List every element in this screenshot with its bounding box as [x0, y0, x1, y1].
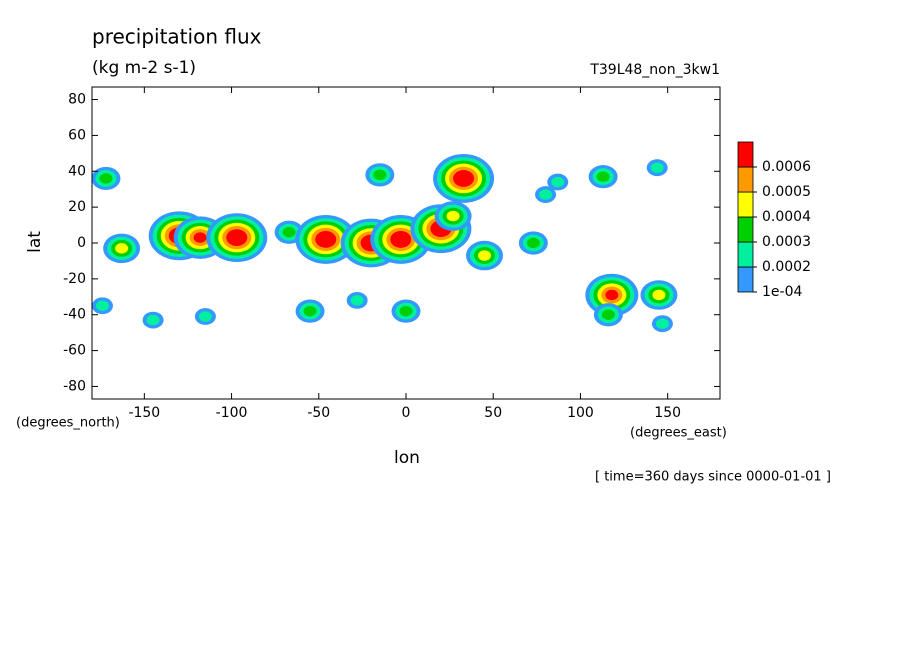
y-tick-label: 40 — [68, 163, 86, 179]
colorbar-swatch — [737, 241, 754, 268]
contour-blob — [535, 186, 557, 203]
colorbar-swatch — [737, 266, 754, 293]
contour-blob — [206, 213, 268, 263]
chart-subtitle: (kg m-2 s-1) — [92, 58, 196, 78]
y-tick-label: -80 — [63, 378, 86, 394]
colorbar-label: 0.0004 — [762, 209, 811, 225]
colorbar-swatch — [737, 166, 754, 193]
y-tick-label: 20 — [68, 199, 86, 215]
x-tick-label: -150 — [128, 405, 160, 421]
contour-blob — [274, 220, 304, 244]
contour-blob — [593, 303, 623, 327]
x-axis-label: lon — [394, 448, 420, 468]
y-tick-label: 60 — [68, 127, 86, 143]
contour-blob — [365, 163, 395, 187]
contour-band — [282, 227, 296, 238]
colorbar-swatch — [737, 216, 754, 243]
contour-band — [605, 289, 619, 301]
contour-blob — [295, 215, 357, 264]
contour-band — [399, 305, 413, 317]
contour-band — [458, 173, 470, 183]
x-tick-label: 150 — [654, 405, 681, 421]
plot-area — [91, 154, 678, 333]
y-tick-label: 0 — [77, 235, 86, 251]
y-units: (degrees_north) — [16, 416, 120, 431]
contour-band — [539, 189, 553, 200]
x-tick-label: 50 — [484, 405, 502, 421]
contour-band — [601, 309, 615, 320]
contour-blob — [651, 315, 673, 333]
contour-blob — [295, 299, 325, 323]
contour-blob — [518, 231, 548, 255]
contour-band — [478, 250, 491, 261]
contour-blob — [91, 166, 121, 191]
contour-blob — [547, 173, 569, 191]
colorbar-label: 1e-04 — [762, 284, 802, 300]
colorbar-swatch — [737, 191, 754, 218]
contour-band — [320, 234, 332, 244]
y-tick-label: 80 — [68, 92, 86, 108]
contour-blob — [640, 280, 678, 310]
colorbar-label: 0.0002 — [762, 259, 811, 275]
contour-band — [526, 237, 540, 249]
contour-blob — [391, 299, 421, 323]
contour-blob — [91, 297, 113, 315]
x-tick-label: -50 — [307, 405, 330, 421]
y-axis-label: lat — [25, 231, 45, 253]
contour-blob — [103, 233, 141, 264]
contour-band — [193, 232, 207, 243]
x-tick-label: 0 — [402, 405, 411, 421]
contour-band — [650, 162, 664, 173]
contour-band — [303, 305, 317, 317]
contour-band — [551, 176, 565, 188]
y-tick-label: -20 — [63, 271, 86, 287]
annotation: T39L48_non_3kw1 — [589, 62, 720, 78]
contour-blob — [434, 201, 472, 231]
footer: [ time=360 days since 0000-01-01 ] — [595, 470, 831, 485]
contour-blob — [646, 159, 668, 177]
contour-band — [655, 318, 669, 329]
contour-blob — [585, 273, 639, 317]
colorbar-label: 0.0003 — [762, 234, 811, 250]
y-tick-label: -40 — [63, 307, 86, 323]
colorbar-label: 0.0006 — [762, 159, 811, 175]
contour-blob — [194, 308, 216, 325]
colorbar-label: 0.0005 — [762, 184, 811, 200]
x-units: (degrees_east) — [630, 426, 727, 441]
contour-blob — [588, 165, 618, 189]
contour-band — [350, 295, 364, 306]
contour-band — [146, 314, 160, 326]
contour-blob — [466, 240, 503, 271]
contour-band — [115, 243, 129, 254]
contour-band — [198, 311, 212, 322]
y-tick-label: -60 — [63, 343, 86, 359]
contour-band — [446, 210, 460, 222]
contour-blob — [346, 291, 368, 309]
contour-band — [652, 289, 666, 301]
contour-band — [596, 171, 610, 182]
contour-band — [395, 234, 407, 244]
x-tick-label: 100 — [567, 405, 594, 421]
contour-band — [99, 173, 113, 184]
contour-band — [373, 169, 387, 181]
chart-title: precipitation flux — [92, 25, 262, 49]
contour-band — [95, 300, 109, 311]
colorbar-swatch — [737, 141, 754, 168]
contour-blob — [142, 311, 164, 329]
x-tick-label: -100 — [216, 405, 248, 421]
contour-blob — [433, 154, 495, 203]
contour-band — [231, 233, 243, 243]
